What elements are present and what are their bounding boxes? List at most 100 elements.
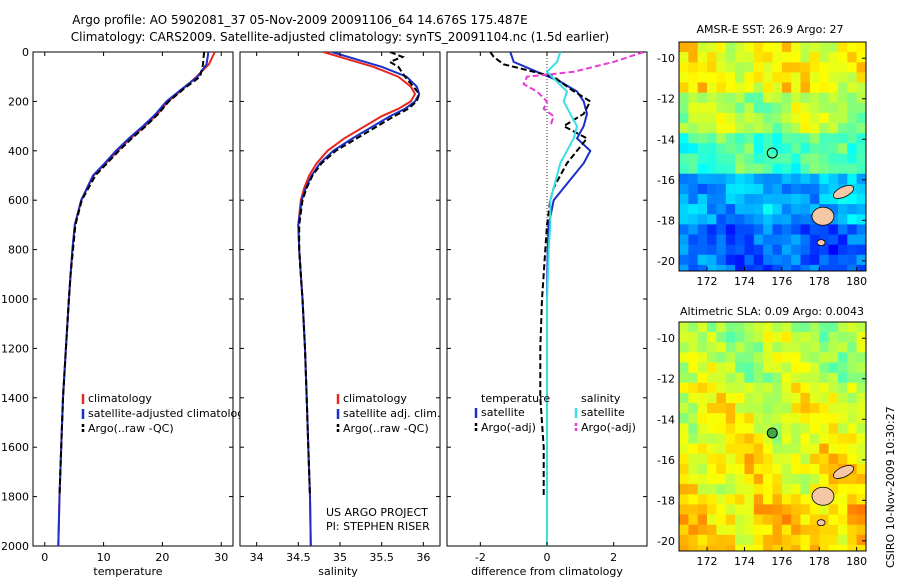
map-cell [744, 82, 755, 94]
map-cell [838, 433, 848, 445]
map-cell [828, 362, 839, 374]
map-cell [679, 275, 689, 286]
map-cell [847, 433, 858, 445]
map-cell [707, 372, 717, 384]
map-cell [688, 423, 699, 434]
map-cell [800, 413, 811, 424]
series-line-2 [298, 52, 421, 497]
map-cell [809, 123, 820, 134]
map-cell [697, 463, 708, 475]
map-cell [725, 264, 736, 271]
map-cell [753, 112, 764, 124]
map-cell [716, 62, 727, 73]
map-cell [725, 52, 736, 63]
map-cell [828, 143, 839, 154]
map-cell [828, 173, 839, 185]
map-cell [800, 92, 811, 104]
map-cell [679, 183, 689, 195]
map-cell [688, 524, 699, 536]
map-cell [716, 42, 727, 53]
map-cell [809, 544, 820, 551]
map-cell [781, 352, 792, 364]
map-cell [697, 433, 708, 445]
map-cell [679, 484, 689, 495]
map-cell [744, 332, 755, 343]
map-cell [856, 52, 866, 63]
map-cell [791, 204, 802, 215]
map-cell [781, 423, 792, 434]
map-cell [781, 183, 792, 195]
map-cell [791, 382, 802, 394]
map-cell [809, 362, 820, 374]
map-cell [800, 264, 811, 271]
map-cell [688, 123, 699, 134]
map-cell [800, 62, 811, 73]
map-cell [772, 534, 783, 546]
map-cell [809, 112, 820, 124]
map-cell [856, 332, 866, 343]
map-cell [679, 382, 689, 394]
map-cell [819, 183, 830, 195]
map-cell [809, 92, 820, 104]
map-cell [725, 224, 736, 236]
map-cell [819, 133, 830, 144]
map-cell [688, 264, 699, 271]
map-cell [679, 332, 689, 343]
map-cell [725, 352, 736, 364]
map-cell [856, 153, 866, 165]
map-cell [697, 72, 708, 84]
map-cell [707, 183, 717, 195]
map-cell [809, 224, 820, 236]
map-cell [697, 194, 708, 205]
map-cell [725, 433, 736, 445]
map-cell [791, 52, 802, 63]
map-cell [800, 514, 811, 526]
map-y-tick-label: -20 [657, 535, 675, 548]
map-cell [772, 433, 783, 445]
map-cell [856, 244, 866, 256]
map-y-tick-label: -18 [657, 214, 675, 227]
map-cell [781, 112, 792, 124]
x-tick-label: 0 [41, 551, 48, 564]
map-cell [809, 183, 820, 195]
map-cell [753, 52, 764, 63]
map-cell [800, 183, 811, 195]
map-cell [744, 72, 755, 84]
map-cell [735, 92, 746, 104]
map-cell [781, 413, 792, 424]
map-cell [744, 42, 755, 53]
map-cell [781, 514, 792, 526]
map-cell [688, 463, 699, 475]
map-cell [697, 92, 708, 104]
map-cell [753, 342, 764, 353]
map-cell [791, 133, 802, 144]
map-cell [735, 72, 746, 84]
map-cell [809, 254, 820, 266]
map-cell [800, 403, 811, 414]
map-cell [697, 403, 708, 414]
map-cell [725, 332, 736, 343]
map-cell [781, 244, 792, 256]
map-cell [688, 453, 699, 465]
map-cell [791, 514, 802, 526]
map-cell [809, 62, 820, 73]
sla-map-title: Altimetric SLA: 0.09 Argo: 0.0043 [680, 305, 864, 318]
map-cell [856, 264, 866, 271]
map-cell [763, 494, 774, 505]
map-x-tick-label: 176 [771, 555, 792, 568]
map-cell [716, 555, 726, 566]
map-cell [688, 183, 699, 195]
map-cell [847, 352, 858, 364]
map-cell [781, 443, 792, 455]
map-cell [847, 264, 858, 271]
map-cell [828, 433, 839, 445]
map-cell [744, 322, 755, 333]
map-cell [763, 524, 774, 536]
map-cell [725, 112, 736, 124]
map-cell [697, 214, 708, 225]
map-cell [772, 133, 783, 144]
map-cell [679, 214, 689, 225]
map-cell [838, 82, 848, 94]
map-cell [856, 443, 866, 455]
y-tick-label: 1200 [1, 342, 29, 355]
